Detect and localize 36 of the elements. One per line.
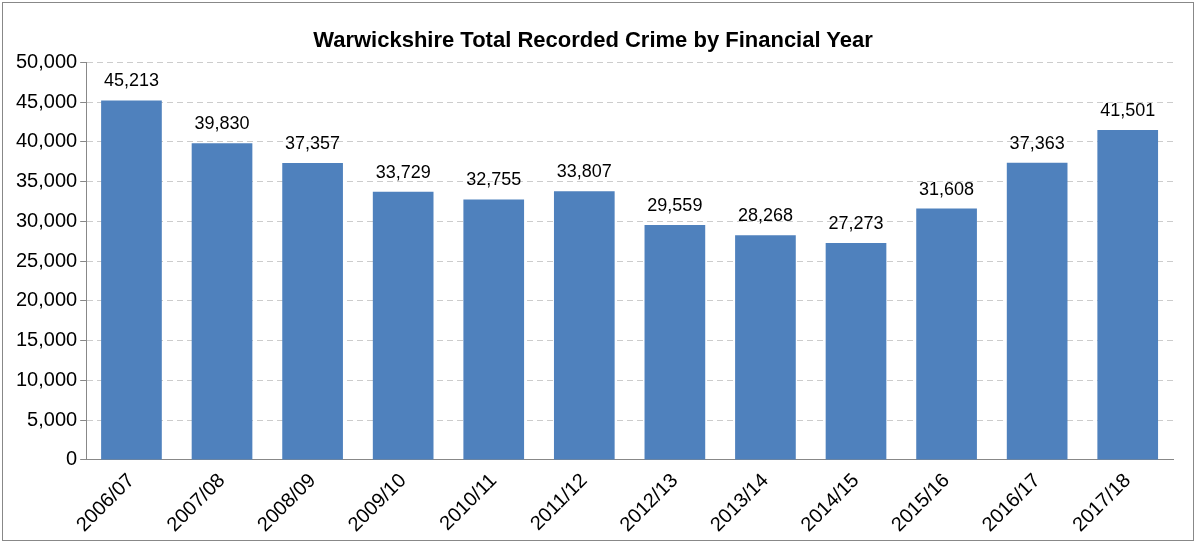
y-tick-label: 5,000: [27, 407, 78, 430]
data-label: 37,357: [285, 132, 341, 153]
y-tick-label: 10,000: [16, 367, 78, 390]
y-tick-label: 45,000: [16, 89, 78, 112]
data-label: 33,729: [375, 161, 431, 182]
bar: [644, 224, 706, 460]
bar: [372, 191, 434, 460]
data-label: 45,213: [103, 70, 159, 91]
data-label: 33,807: [556, 161, 612, 182]
bar: [553, 191, 615, 460]
data-label: 32,755: [466, 169, 522, 190]
bar: [282, 162, 343, 460]
data-label: 39,830: [194, 113, 250, 134]
data-label: 29,559: [647, 194, 703, 215]
y-tick-label: 25,000: [16, 248, 78, 271]
y-tick-label: 40,000: [16, 129, 78, 152]
bar: [463, 199, 525, 460]
bar: [191, 143, 253, 460]
y-tick-label: 15,000: [16, 328, 78, 351]
bar: [1097, 129, 1159, 460]
chart-title: Warwickshire Total Recorded Crime by Financial Year: [313, 27, 874, 53]
bar: [101, 100, 162, 460]
y-tick-label: 30,000: [16, 208, 78, 231]
y-tick-label: 0: [66, 447, 78, 470]
data-label: 27,273: [828, 213, 884, 234]
bar: [1006, 162, 1068, 460]
data-label: 37,363: [1009, 132, 1065, 153]
y-tick-label: 35,000: [16, 169, 78, 192]
bar: [916, 208, 977, 460]
y-tick-label: 50,000: [16, 49, 78, 72]
bar: [825, 243, 887, 460]
data-label: 28,268: [737, 205, 793, 226]
data-label: 41,501: [1100, 99, 1156, 120]
data-label: 31,608: [919, 178, 975, 199]
y-tick-label: 20,000: [16, 288, 78, 311]
bar: [735, 235, 796, 460]
